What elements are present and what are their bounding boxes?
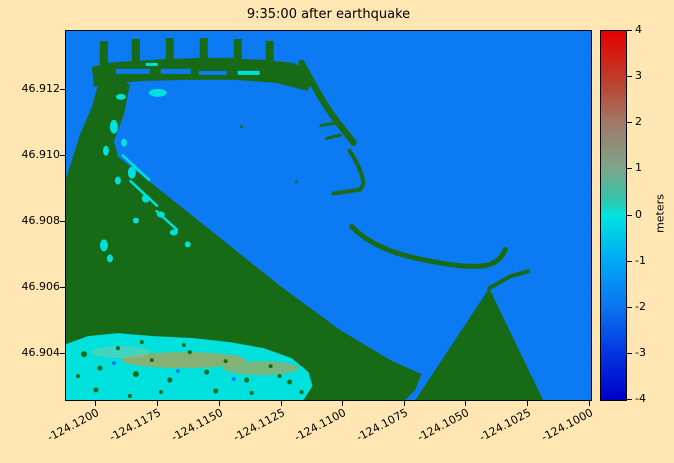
y-tick-mark [60,89,65,90]
south-peninsula [415,288,544,400]
mainland-shore [66,76,422,400]
tidal-flats-land-speckles [75,340,304,399]
y-tick-label: 46.910 [21,148,61,161]
colorbar-tick-label: 1 [635,161,642,174]
land-group [66,37,544,400]
colorbar-axis-label: meters [653,194,667,233]
y-tick-mark [60,221,65,222]
x-tick-mark [95,401,96,406]
x-tick-mark [527,401,528,406]
jetty-hook-2 [325,133,342,141]
y-tick-mark [60,353,65,354]
colorbar-tick-label: -1 [635,254,646,267]
y-tick-mark [60,287,65,288]
shore-drainage-channels [121,153,179,232]
colorbar [600,30,627,401]
tidal-flats-tan-patches [90,346,299,376]
colorbar-tick-mark [627,168,632,169]
y-tick-label: 46.904 [21,346,61,359]
x-tick-mark [404,401,405,406]
peninsula-spit [487,269,531,291]
x-tick-mark [589,401,590,406]
colorbar-gradient [601,31,626,400]
y-tick-label: 46.912 [21,82,61,95]
colorbar-tick-label: 4 [635,23,642,36]
colorbar-tick-label: 0 [635,208,642,221]
x-tick-mark [157,401,158,406]
colorbar-tick-mark [627,307,632,308]
entrance-jetty [298,59,357,146]
jetty-hook-1 [319,121,338,128]
x-tick-mark [342,401,343,406]
harbor-islet [240,125,244,129]
colorbar-tick-label: -4 [635,392,646,405]
colorbar-tick-mark [627,30,632,31]
map-plot [65,30,592,401]
colorbar-tick-label: 2 [635,115,642,128]
colorbar-tick-mark [627,122,632,123]
colorbar-tick-mark [627,215,632,216]
marina-docks [91,37,313,91]
map-canvas [66,31,591,400]
harbor-islet [295,180,299,184]
tidal-flats-water-speckles [111,361,236,382]
x-tick-mark [281,401,282,406]
colorbar-tick-mark [627,353,632,354]
y-tick-mark [60,155,65,156]
x-tick-mark [465,401,466,406]
y-tick-label: 46.906 [21,280,61,293]
x-tick-mark [219,401,220,406]
y-tick-label: 46.908 [21,214,61,227]
detached-groin [331,148,366,196]
colorbar-tick-mark [627,261,632,262]
breakwater-arc [348,223,508,269]
colorbar-tick-mark [627,76,632,77]
colorbar-tick-label: -3 [635,346,646,359]
colorbar-tick-label: 3 [635,69,642,82]
marina-shallow-slips [115,62,260,100]
marina-slips [115,68,227,75]
colorbar-tick-label: -2 [635,300,646,313]
chart-title: 9:35:00 after earthquake [246,7,411,22]
colorbar-tick-mark [627,399,632,400]
